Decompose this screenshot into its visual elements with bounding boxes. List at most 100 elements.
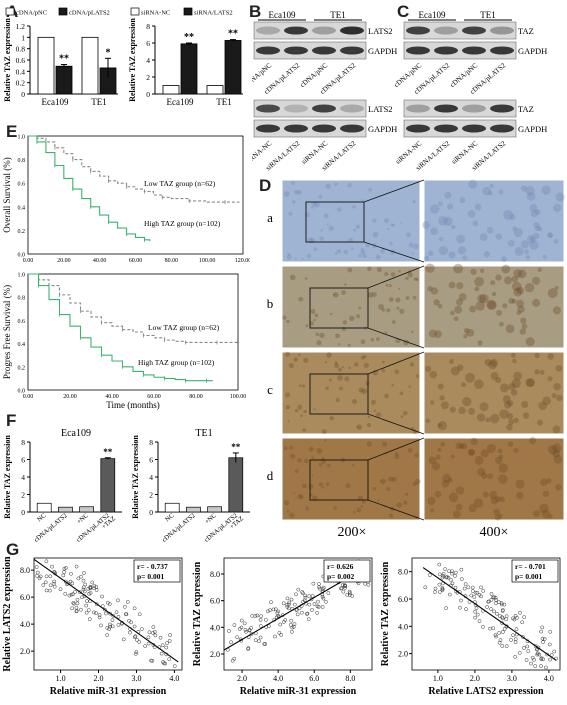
data-point [37,576,42,581]
data-point [475,612,480,617]
x-tick-label: 3.0 [131,674,141,683]
data-point [88,591,93,595]
zoom-box [309,287,369,329]
data-point [489,597,494,602]
data-point [320,586,325,591]
blot-header: Eca109 [419,10,446,20]
ihc-cell [334,182,338,186]
ihc-cell [396,502,402,508]
ihc-cell [439,395,445,401]
ihc-cell [533,509,541,518]
ihc-cell [411,330,414,334]
y-tick-label: 8.0 [20,566,30,575]
data-point [94,611,98,616]
data-point [291,624,296,629]
data-point [366,582,371,587]
ihc-cell [475,301,485,311]
ihc-cell [299,494,304,499]
data-point [243,628,248,632]
data-point [540,625,545,630]
ihc-cell [491,291,497,297]
blot-band [284,124,308,133]
data-point [525,644,530,649]
ihc-cell [489,413,500,424]
ihc-cell [469,305,477,313]
ihc-cell [541,509,551,519]
data-point [463,582,468,586]
data-point [339,586,344,590]
data-point [522,646,526,650]
bar [79,506,94,513]
ihc-cell [382,441,388,447]
data-point [497,631,501,635]
ihc-cell [336,207,342,212]
ihc-cell [440,401,449,410]
data-point [489,607,493,611]
ihc-cell [555,364,563,372]
ihc-cell [433,299,440,306]
data-point [152,629,157,634]
ihc-cell [407,447,413,453]
y-tick-label: 8 [146,22,150,31]
ihc-cell [510,352,516,358]
ihc-cell [479,402,489,412]
blot-band [256,104,280,113]
ihc-cell [534,369,540,375]
ihc-cell [437,423,442,428]
ihc-cell [521,400,529,409]
blot-band [462,104,486,113]
blot-band [284,104,308,113]
stat-p: p= 0.001 [137,572,164,581]
ihc-cell [304,212,310,218]
ihc-cell [313,318,316,322]
ihc-cell [548,232,554,238]
ihc-cell [467,448,475,456]
band-label: TAZ [518,104,534,114]
band-label: GAPDH [518,46,547,56]
ihc-cell [344,283,347,286]
ihc-cell [487,360,497,370]
magnification-400x: 400× [480,525,509,540]
y-tick-label: 6 [146,39,150,48]
ihc-cell [430,227,438,236]
data-point [273,607,278,612]
ihc-cell [537,419,544,426]
chart-e-top: 0.0 0.2 0.4 0.6 0.8 1.0 0.00 20.00 40.00 60.00 80.… [2,135,250,265]
bar [81,36,99,95]
ihc-cell [533,232,540,240]
panel-label-b: B [249,2,262,21]
data-point [249,632,254,636]
data-point [237,627,242,631]
ihc-cell [357,495,363,501]
y-tick-label: 8.0 [398,568,408,577]
ihc-cell [450,366,460,376]
blot-strip [253,99,367,118]
x-tick-label: NC [36,512,47,523]
data-point [343,583,347,588]
y-tick-label: 2.0 [398,650,408,659]
y-tick-label: 6.0 [210,597,220,606]
data-point [281,601,286,606]
ihc-cell [498,189,504,195]
data-point [74,564,79,569]
ihc-cell [429,400,435,405]
ihc-cell [489,358,499,367]
y-tick-label: 0.2 [18,229,26,235]
x-axis-label: Relative LATS2 expression [428,686,544,697]
x-tick-label: 0.00 [23,394,34,400]
y-axis-label: Progres Free Survival (%) [2,285,12,379]
ihc-cell [321,486,325,489]
ihc-cell [520,240,529,249]
data-point [520,620,525,625]
y-axis-label: Relative TAZ expression [3,435,12,519]
ihc-cell [539,503,549,514]
ihc-cell [515,479,525,489]
blot-band [406,26,430,35]
ihc-cell [525,337,535,347]
western-blots: Eca109 TE1LATS2GAPDHcDNA/pNCcDNA/pLATS2cD… [252,10,547,172]
ihc-cell [373,409,377,413]
series-label: Low TAZ group (n=62) [148,323,220,332]
data-point [133,634,138,639]
data-point [363,581,367,586]
ihc-cell [474,276,485,287]
